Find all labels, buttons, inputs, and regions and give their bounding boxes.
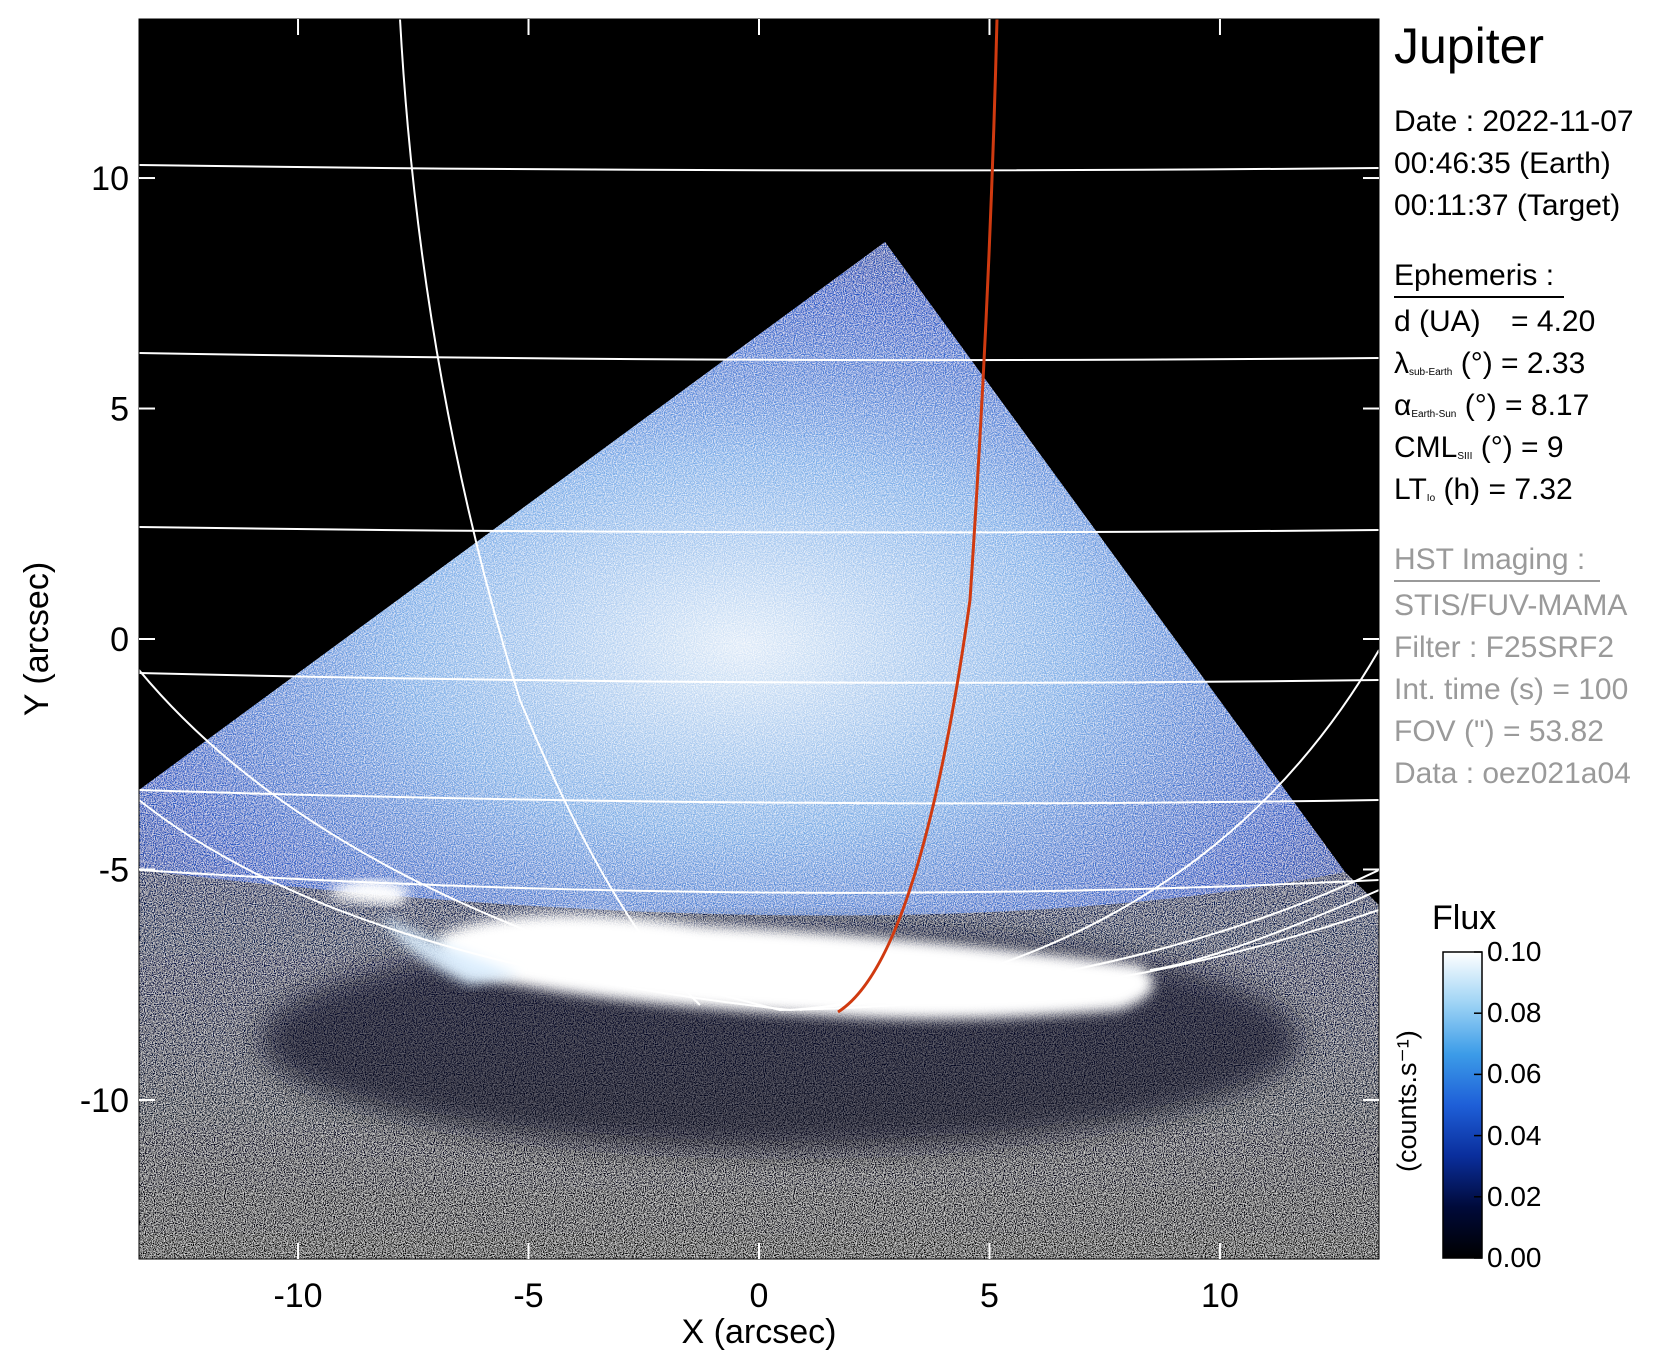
colorbar-tick-label: 0.02 [1487,1180,1542,1212]
colorbar [1442,951,1483,1259]
latitude-line [139,526,1379,534]
lt-subscript: Io [1426,493,1436,504]
colorbar-tick-label: 0.06 [1487,1058,1542,1090]
main-auroral-oval [438,914,1154,1019]
colorbar-tick-label: 0.00 [1487,1242,1542,1273]
aurora-image [139,19,1379,1259]
y-tick-label: 0 [110,621,129,659]
y-tick-label: -10 [80,1082,129,1120]
ephemeris-alpha: αEarth-Sun (°) = 8.17 [1394,388,1589,433]
lambda-symbol: λ [1394,347,1409,380]
ephemeris-underline [1394,296,1564,298]
target-name: Jupiter [1394,18,1545,74]
colorbar-tick-label: 0.10 [1487,936,1542,967]
alpha-subscript: Earth-Sun [1411,409,1457,420]
cml-subscript: SIII [1457,451,1473,462]
earth-time: 00:46:35 (Earth) [1394,147,1611,180]
ephemeris-lambda: λsub-Earth (°) = 2.33 [1394,346,1585,391]
alpha-symbol: α [1394,389,1412,422]
y-axis-tick-labels: 10 5 0 -5 -10 [80,160,129,1120]
y-tick-label: 5 [110,391,129,429]
hst-int-time: Int. time (s) = 100 [1394,673,1629,706]
limb-line [139,669,1379,1012]
x-tick-label: -10 [273,1277,322,1315]
ephemeris-cml: CMLSIII (°) = 9 [1394,430,1564,475]
y-tick-label: 10 [91,160,129,198]
io-footprint-curve [837,19,999,1014]
hst-fov: FOV (") = 53.82 [1394,715,1604,748]
hst-data-id: Data : oez021a04 [1394,757,1631,790]
x-tick-label: 5 [980,1277,999,1315]
date-line: Date : 2022-11-07 [1394,105,1634,138]
colorbar-tick-label: 0.08 [1487,997,1542,1029]
ephemeris-heading: Ephemeris : [1394,259,1555,292]
latitude-line [139,352,1379,362]
lt-symbol: LT [1394,473,1427,506]
latitude-line [139,672,1379,684]
y-axis-ticks [139,177,1379,1101]
x-tick-label: 0 [750,1277,769,1315]
longitude-line [399,19,701,1006]
longitude-line [799,649,1379,1011]
distance-value: = 4.20 [1511,305,1596,338]
x-tick-label: -5 [513,1277,543,1315]
target-time: 00:11:37 (Target) [1394,189,1621,222]
x-axis-label: X (arcsec) [682,1313,837,1351]
ephemeris-lt: LTIo (h) = 7.32 [1394,472,1573,517]
lambda-subscript: sub-Earth [1409,367,1453,378]
detector-footprint-upper [139,242,1345,916]
ephemeris-distance: d (UA) = 4.20 [1394,304,1595,340]
colorbar-tick-label: 0.04 [1487,1119,1542,1151]
alpha-value: (°) = 8.17 [1464,389,1590,422]
limb-line [1149,889,1379,971]
hst-underline [1394,580,1600,582]
cml-symbol: CML [1394,431,1458,464]
x-axis-tick-labels: -10 -5 0 5 10 [273,1277,1238,1315]
colorbar-unit: (counts.s⁻¹) [1392,1030,1422,1172]
aurora-diffuse [380,915,520,985]
y-axis-label: Y (arcsec) [18,562,56,716]
distance-label: d (UA) [1394,305,1481,338]
hst-instrument: STIS/FUV-MAMA [1394,589,1628,622]
lt-value: (h) = 7.32 [1443,473,1573,506]
x-tick-label: 10 [1201,1277,1239,1315]
colorbar-ticks [1474,951,1482,1259]
latitude-line [139,789,1379,805]
limb-line [139,799,1379,1012]
lambda-value: (°) = 2.33 [1460,347,1586,380]
planetographic-grid [139,19,1379,1012]
y-tick-label: -5 [99,851,129,889]
hst-filter: Filter : F25SRF2 [1394,631,1615,664]
colorbar-title: Flux [1432,899,1497,937]
aurora-west-tail [330,880,410,905]
latitude-line [139,869,1379,894]
x-axis-ticks [297,19,1221,1259]
cml-value: (°) = 9 [1480,431,1564,464]
latitude-line [139,164,1379,172]
hst-heading: HST Imaging : [1394,543,1586,576]
